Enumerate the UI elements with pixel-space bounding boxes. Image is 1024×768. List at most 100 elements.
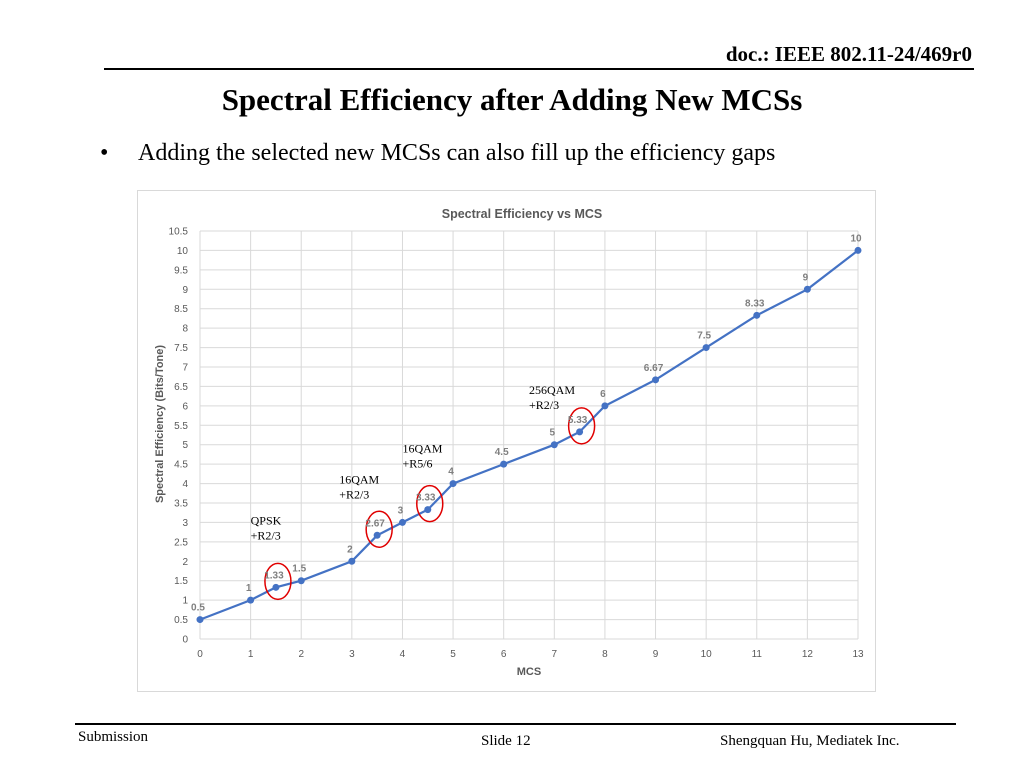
data-point [373, 531, 381, 539]
highlight-circle [567, 407, 596, 445]
x-tick-label: 8 [602, 649, 608, 660]
data-point [297, 577, 305, 585]
data-point [398, 518, 406, 526]
y-tick-label: 1.5 [174, 576, 188, 587]
data-points [196, 246, 862, 624]
data-label: 4.5 [495, 447, 509, 458]
y-tick-label: 10 [177, 246, 189, 257]
data-label: 1.33 [264, 570, 284, 581]
highlight-circles [264, 407, 596, 601]
data-point [424, 506, 432, 514]
top-rule [104, 68, 974, 70]
doc-id: doc.: IEEE 802.11-24/469r0 [725, 42, 972, 66]
bullet-text: Adding the selected new MCSs can also fi… [138, 140, 776, 166]
y-tick-label: 2 [182, 557, 188, 568]
highlight-circle [264, 562, 292, 601]
x-tick-label: 4 [400, 649, 406, 660]
y-tick-label: 8.5 [174, 304, 188, 315]
footer-submission: Submission [78, 729, 149, 745]
data-point [247, 596, 255, 604]
series-path [199, 249, 859, 621]
data-label: 3.33 [416, 493, 436, 504]
y-tick-label: 5.5 [174, 421, 188, 432]
data-point [576, 428, 584, 436]
x-tick-label: 9 [653, 649, 659, 660]
x-tick-label: 13 [852, 649, 864, 660]
data-label: 0.5 [191, 603, 205, 614]
annotation: 16QAM+R2/3 [339, 473, 379, 502]
data-point [753, 311, 761, 319]
y-tick-label: 5 [182, 440, 188, 451]
y-tick-label: 6.5 [174, 382, 188, 393]
data-point [348, 557, 356, 565]
y-tick-label: 9.5 [174, 265, 188, 276]
data-label: 1.5 [292, 564, 306, 575]
y-tick-label: 4.5 [174, 460, 188, 471]
y-tick-label: 9 [182, 285, 188, 296]
x-tick-labels: 0 1 2 3 4 5 6 7 8 9 10 11 12 13 [197, 649, 864, 660]
data-label: 4 [448, 467, 454, 478]
data-label: 7.5 [697, 331, 711, 342]
y-tick-label: 8 [182, 324, 188, 335]
data-label: 5.33 [568, 415, 588, 426]
annotation-line: 16QAM [402, 441, 442, 455]
annotation: 256QAM+R2/3 [529, 383, 575, 412]
y-tick-label: 7.5 [174, 343, 188, 354]
data-label: 2 [347, 544, 353, 555]
y-tick-label: 0 [182, 635, 188, 646]
chart-svg: Spectral Efficiency vs MCS 00.511.522.53… [154, 207, 864, 678]
y-tick-label: 1 [182, 596, 188, 607]
chart-grid [199, 230, 859, 640]
annotation: 16QAM+R5/6 [402, 441, 442, 470]
x-tick-label: 7 [552, 649, 558, 660]
x-tick-label: 1 [248, 649, 254, 660]
data-point [550, 441, 558, 449]
y-tick-label: 2.5 [174, 537, 188, 548]
data-point [272, 583, 280, 591]
annotation-line: 256QAM [529, 383, 575, 397]
annotation-line: +R2/3 [339, 488, 369, 502]
footer-author: Shengquan Hu, Mediatek Inc. [720, 733, 900, 749]
highlight-circle [365, 510, 393, 549]
data-label: 5 [550, 428, 556, 439]
y-tick-label: 3.5 [174, 499, 188, 510]
y-tick-labels: 0 0.5 1 1.5 2 2.5 3 3.5 4 4.5 5 5.5 6 6.5 7 7.5 8 8.5 9 9.5… [169, 227, 189, 646]
data-label: 6.67 [644, 363, 664, 374]
y-tick-label: 3 [182, 518, 188, 529]
data-point [702, 344, 710, 352]
data-labels: 0.5 1 1.33 1.5 2 2.67 3 3.33 4 4.5 5 5.33 6 6.67 7.5 8.… [191, 233, 862, 613]
footer-slide-number: Slide 12 [481, 733, 531, 749]
data-label: 3 [398, 505, 404, 516]
x-tick-label: 5 [450, 649, 456, 660]
x-tick-label: 6 [501, 649, 507, 660]
annotation-line: +R2/3 [529, 398, 559, 412]
bullet-marker: • [100, 140, 109, 166]
data-label: 2.67 [365, 518, 385, 529]
data-point [803, 285, 811, 293]
annotation-line: 16QAM [339, 473, 379, 487]
data-point [500, 460, 508, 468]
data-point [652, 376, 660, 384]
data-label: 8.33 [745, 298, 765, 309]
series-line [199, 249, 859, 621]
data-label: 9 [803, 272, 809, 283]
data-point [854, 246, 862, 254]
y-tick-label: 10.5 [169, 227, 189, 238]
x-axis-label: MCS [517, 666, 541, 678]
annotation-line: +R2/3 [251, 528, 281, 542]
data-point [449, 480, 457, 488]
annotation: QPSK+R2/3 [251, 513, 282, 542]
highlight-circle [416, 484, 444, 523]
slide-title: Spectral Efficiency after Adding New MCS… [221, 82, 803, 117]
y-tick-label: 4 [182, 479, 188, 490]
x-tick-label: 3 [349, 649, 355, 660]
chart-container: Spectral Efficiency vs MCS 0 0.5 1 1.5 2 2.5 3… [137, 190, 876, 692]
y-tick-label: 6 [182, 401, 188, 412]
annotation-line: +R5/6 [402, 456, 432, 470]
chart-title: Spectral Efficiency vs MCS [442, 207, 602, 221]
x-tick-label: 10 [701, 649, 713, 660]
data-point [196, 616, 204, 624]
data-label: 10 [850, 233, 862, 244]
x-tick-label: 0 [197, 649, 203, 660]
